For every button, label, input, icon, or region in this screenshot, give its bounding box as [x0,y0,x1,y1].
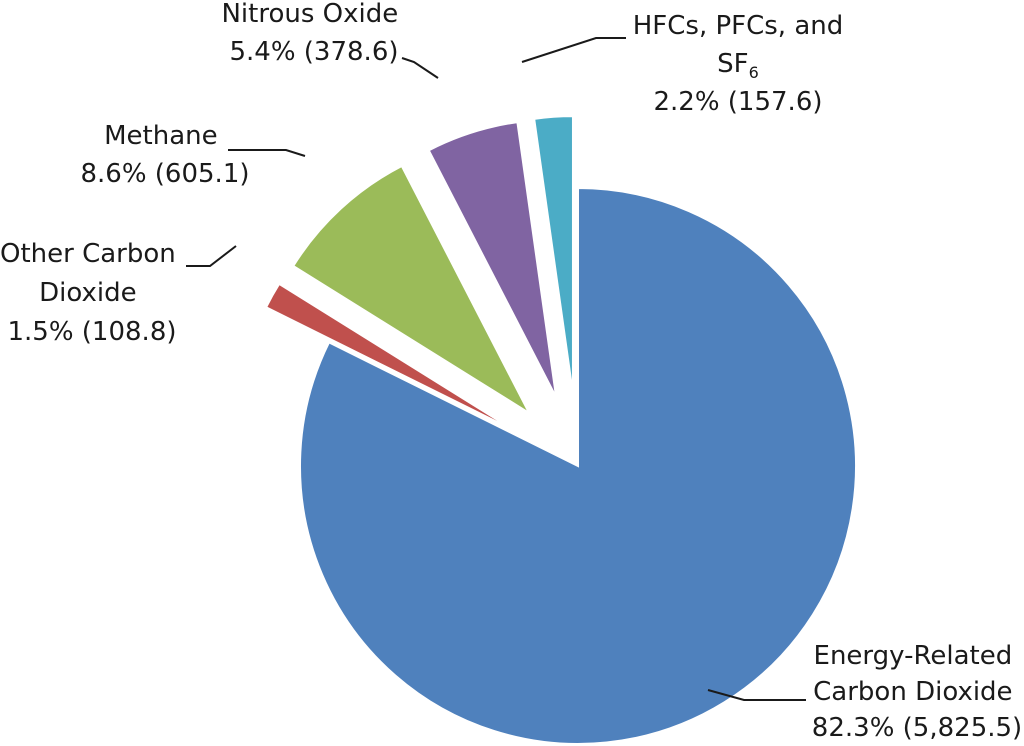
slice-methane [291,164,532,416]
label-hfcs-pct: 2.2% (157.6) [653,87,822,117]
leader-energy-related-co2 [707,689,806,701]
pie-slices [264,115,857,745]
label-energy-related-co2: Energy-Related Carbon Dioxide 82.3% (5,8… [812,641,1022,743]
leader-nitrous-oxide [401,57,439,79]
label-methane: Methane 8.6% (605.1) [80,121,249,189]
label-nitrous-oxide: Nitrous Oxide 5.4% (378.6) [221,0,406,67]
leader-hfcs [521,37,626,63]
leader-other-co2 [186,245,237,267]
slice-hfcs-pfcs-sf6 [533,115,574,395]
label-other-co2: Other Carbon Dioxide 1.5% (108.8) [0,239,184,347]
label-hfcs-sf6: SF6 [717,49,759,82]
slice-other-co2 [264,282,516,432]
leader-lines [186,37,806,701]
leader-methane [228,149,306,157]
slice-nitrous-oxide [427,120,558,398]
slice-energy-related-co2 [299,186,857,745]
label-hfcs-pfcs-sf6: HFCs, PFCs, and [633,11,844,41]
